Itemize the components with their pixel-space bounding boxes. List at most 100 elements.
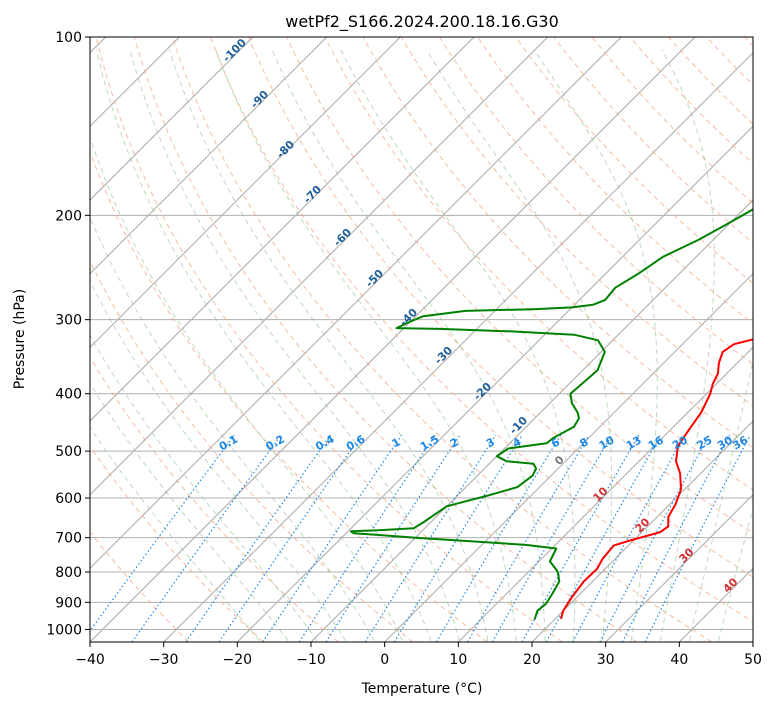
x-tick-label: −10: [296, 652, 326, 668]
y-tick-label: 1000: [46, 622, 82, 638]
moist-adiabat-line: [95, 49, 432, 641]
mixing-ratio-line: [491, 434, 613, 642]
x-tick-label: −20: [223, 652, 253, 668]
mixing-ratio-lines: [90, 434, 751, 642]
isotherm-line: [678, 567, 753, 642]
chart-title: wetPf2_S166.2024.200.18.16.G30: [285, 12, 559, 32]
y-tick-label: 200: [55, 208, 82, 224]
mixing-ratio-line: [262, 434, 403, 642]
moist-adiabat-line: [271, 49, 546, 641]
y-tick-label: 500: [55, 444, 82, 460]
dry-adiabat-line: [90, 259, 414, 642]
isotherm-line: [310, 199, 753, 642]
mixing-ratio-line: [364, 434, 497, 642]
mixing-ratio-line: [466, 434, 590, 642]
mixing-ratio-label: 0.6: [344, 432, 368, 453]
moist-adiabat-label: 40: [721, 575, 741, 595]
dry-adiabat-line: [477, 37, 753, 325]
isotherm-line: [90, 37, 696, 642]
isotherm-line: [752, 641, 753, 642]
mixing-ratio-label: 3: [484, 435, 497, 450]
dry-adiabat-label: -20: [471, 380, 494, 403]
mixing-ratio-line: [325, 434, 461, 642]
y-tick-label: 900: [55, 595, 82, 611]
x-tick-label: 20: [523, 652, 541, 668]
temperature-line: [560, 338, 753, 620]
mixing-ratio-label: 0.1: [217, 432, 240, 453]
dry-adiabat-label: -90: [248, 88, 271, 111]
mixing-ratio-line: [218, 434, 362, 642]
moist-adiabat-line: [659, 49, 715, 641]
moist-adiabat-line: [90, 279, 347, 642]
dry-adiabat-label: -100: [220, 36, 249, 65]
mixing-ratio-line: [572, 434, 686, 642]
moist-adiabat-label: 30: [677, 545, 697, 565]
isotherm-line: [90, 37, 549, 496]
mixing-ratio-line: [435, 434, 562, 642]
dry-adiabat-line: [90, 150, 488, 642]
y-tick-label: 100: [55, 30, 82, 46]
x-tick-label: 40: [670, 652, 688, 668]
dry-adiabat-label: -80: [274, 138, 297, 161]
isotherm-line: [605, 493, 753, 642]
x-tick-label: −40: [75, 652, 105, 668]
x-axis-label: Temperature (°C): [361, 681, 483, 697]
isotherm-line: [90, 37, 401, 349]
moist-adiabat-line: [215, 49, 517, 641]
moist-adiabat-label: 20: [633, 515, 653, 535]
dry-adiabat-line: [706, 37, 753, 86]
mixing-ratio-label: 13: [624, 434, 644, 453]
mixing-ratio-label: 0.2: [263, 432, 286, 453]
y-tick-label: 400: [55, 387, 82, 403]
moist-adiabat-line: [688, 358, 753, 641]
isotherm-line: [90, 37, 254, 201]
moist-adiabat-line: [90, 426, 260, 642]
dewpoint-line: [349, 208, 753, 620]
mixing-ratio-line: [521, 434, 640, 642]
y-tick-label: 800: [55, 565, 82, 581]
mixing-ratio-line: [599, 434, 710, 642]
mixing-ratio-label: 0.4: [313, 432, 337, 453]
x-tick-label: 50: [744, 652, 762, 668]
x-tick-label: 10: [449, 652, 467, 668]
dry-adiabat-line: [515, 37, 753, 284]
plot-area: [90, 37, 753, 642]
moist-adiabat-line: [90, 135, 403, 641]
isotherm-line: [384, 272, 753, 642]
mixing-ratio-line: [545, 434, 662, 642]
dry-adiabat-line: [95, 37, 563, 642]
x-tick-label: 0: [380, 652, 389, 668]
dry-adiabat-label: -30: [432, 344, 455, 367]
dry-adiabat-line: [90, 531, 190, 642]
moist-adiabat-line: [425, 49, 613, 641]
dry-adiabat-label: -60: [331, 226, 354, 249]
mixing-ratio-label: 16: [646, 433, 666, 452]
mixing-ratio-line: [90, 434, 235, 632]
isotherms: [90, 37, 753, 642]
moist-adiabat-line: [90, 334, 318, 642]
dry-adiabat-label: -70: [301, 183, 324, 206]
dry-adiabat-line: [133, 37, 638, 642]
dry-adiabat-label: -50: [363, 267, 386, 290]
isotherm-line: [90, 37, 328, 275]
moist-adiabat-line: [340, 49, 576, 641]
y-axis-label: Pressure (hPa): [12, 289, 28, 389]
moist-adiabat-line: [168, 49, 489, 641]
plot-frame: [89, 36, 754, 643]
isotherm-line: [90, 37, 622, 570]
dry-adiabat-line: [286, 37, 753, 534]
isobars: [90, 37, 753, 630]
mixing-ratio-label: 36: [730, 433, 750, 452]
dry-adiabat-line: [400, 37, 753, 407]
isotherm-line: [163, 51, 753, 642]
dry-adiabat-line: [90, 356, 339, 642]
y-tick-label: 600: [55, 491, 82, 507]
x-axis: −40 −30 −20 −10 0 10 20 30 40 50: [75, 642, 762, 668]
moist-adiabat-label: 10: [591, 484, 611, 504]
dry-adiabat-line: [248, 37, 753, 578]
x-tick-label: 30: [597, 652, 615, 668]
mixing-ratio-line: [644, 434, 751, 642]
moist-adiabat-line: [533, 49, 658, 641]
dry-adiabat-line: [210, 37, 753, 623]
